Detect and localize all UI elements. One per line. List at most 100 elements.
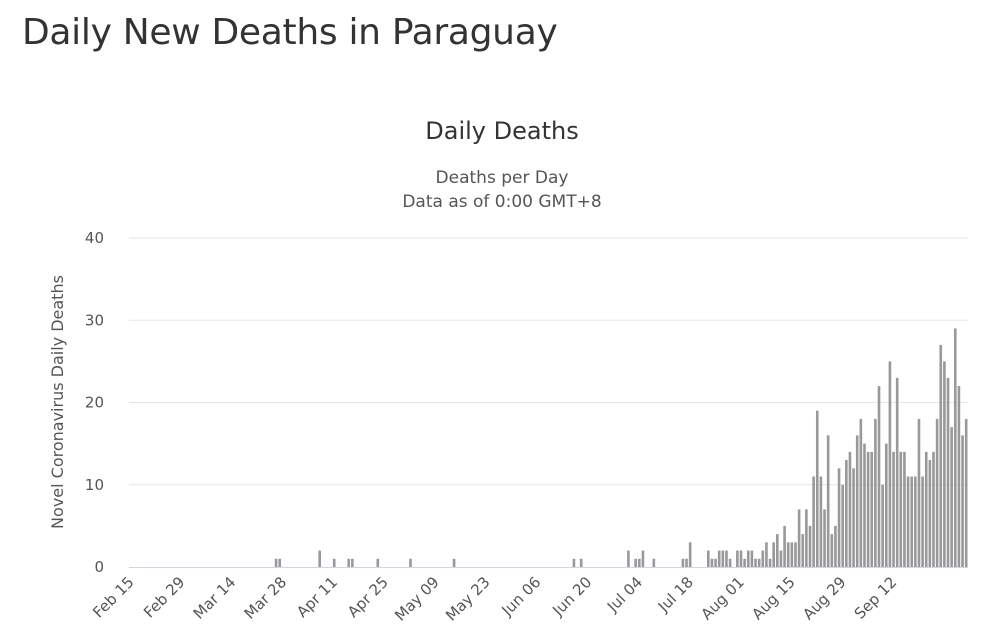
- bar: [757, 558, 761, 567]
- bar: [855, 435, 859, 567]
- bar: [681, 558, 685, 567]
- bar-series: [274, 328, 968, 567]
- bar: [776, 534, 779, 567]
- bar: [823, 509, 826, 567]
- bar: [921, 476, 924, 567]
- chart-title: Daily Deaths: [425, 117, 578, 145]
- x-tick-label: May 09: [391, 573, 443, 625]
- y-tick-label: 20: [85, 394, 104, 412]
- x-tick-label: May 23: [442, 573, 494, 625]
- y-axis-label: Novel Coronavirus Daily Deaths: [48, 275, 67, 529]
- bar: [910, 476, 914, 567]
- x-tick-label: Jul 18: [654, 573, 697, 616]
- bar: [790, 542, 794, 567]
- bar: [870, 451, 874, 567]
- bar: [874, 418, 877, 567]
- x-tick-label: Apr 11: [293, 573, 341, 621]
- x-tick-label: Jul 04: [603, 573, 646, 616]
- x-tick-label: Sep 12: [851, 573, 901, 623]
- bar: [859, 418, 863, 567]
- bar: [572, 558, 576, 567]
- bar: [826, 435, 830, 567]
- bar: [714, 558, 717, 567]
- bar: [961, 435, 964, 567]
- bar: [943, 361, 946, 567]
- x-axis-ticks: Feb 15 Feb 29 Mar 14 Mar 28 Apr 11 Apr 25 May …: [89, 573, 900, 625]
- x-tick-label: Jun 06: [498, 573, 545, 620]
- bar: [452, 558, 456, 567]
- bar: [754, 558, 757, 567]
- bar: [819, 476, 823, 567]
- bar: [888, 361, 892, 567]
- bar: [837, 468, 841, 567]
- chart-subtitle-line-1: Deaths per Day: [436, 168, 569, 188]
- bar: [707, 550, 710, 567]
- bar: [939, 344, 943, 567]
- y-tick-label: 10: [85, 476, 104, 494]
- bar: [917, 418, 921, 567]
- bar: [652, 558, 656, 567]
- x-tick-label: Jun 20: [548, 573, 595, 620]
- bar: [274, 558, 278, 567]
- bar: [866, 451, 870, 567]
- bar: [783, 525, 786, 567]
- x-tick-label: Aug 29: [799, 573, 849, 623]
- bar: [863, 443, 866, 567]
- bar: [688, 542, 692, 567]
- bar: [627, 550, 630, 567]
- bar: [637, 558, 641, 567]
- bar: [884, 443, 888, 567]
- bar: [881, 484, 884, 567]
- bar: [906, 476, 910, 567]
- x-tick-label: Feb 15: [89, 573, 137, 621]
- bar: [812, 476, 815, 567]
- bar: [743, 558, 746, 567]
- bar: [634, 558, 637, 567]
- bar: [278, 558, 282, 567]
- bar: [841, 484, 845, 567]
- bar: [710, 558, 714, 567]
- bar: [924, 451, 928, 567]
- bar: [895, 377, 899, 567]
- bar: [376, 558, 380, 567]
- bar: [928, 460, 932, 567]
- bar: [761, 550, 765, 567]
- bar: [834, 525, 837, 567]
- bar: [318, 550, 321, 567]
- y-axis-ticks: 0 10 20 30 40: [85, 229, 104, 576]
- x-tick-label: Mar 14: [190, 573, 240, 623]
- bar: [347, 558, 351, 567]
- x-tick-label: Apr 25: [344, 573, 392, 621]
- bar: [892, 451, 895, 567]
- bar: [725, 550, 728, 567]
- bar: [946, 377, 950, 567]
- bar: [746, 550, 750, 567]
- bar: [914, 476, 917, 567]
- bar: [768, 558, 772, 567]
- bar: [794, 542, 797, 567]
- x-tick-label: Aug 15: [748, 573, 798, 623]
- y-tick-label: 30: [85, 311, 104, 329]
- x-tick-label: Feb 29: [140, 573, 188, 621]
- bar: [964, 418, 968, 567]
- bar: [932, 451, 935, 567]
- bar: [845, 460, 848, 567]
- y-tick-label: 40: [85, 229, 104, 247]
- bar: [750, 550, 754, 567]
- gridlines: [129, 237, 968, 486]
- bar: [877, 386, 881, 567]
- bar: [852, 468, 855, 567]
- bar: [765, 542, 768, 567]
- bar: [641, 550, 645, 567]
- x-tick-label: Aug 01: [698, 573, 748, 623]
- bar: [685, 558, 688, 567]
- chart-subtitle-line-2: Data as of 0:00 GMT+8: [402, 192, 601, 212]
- bar: [957, 386, 961, 567]
- bar: [815, 410, 819, 567]
- bar: [409, 558, 412, 567]
- y-tick-label: 0: [94, 558, 104, 576]
- bar: [772, 542, 775, 567]
- bar: [899, 451, 903, 567]
- bar: [351, 558, 354, 567]
